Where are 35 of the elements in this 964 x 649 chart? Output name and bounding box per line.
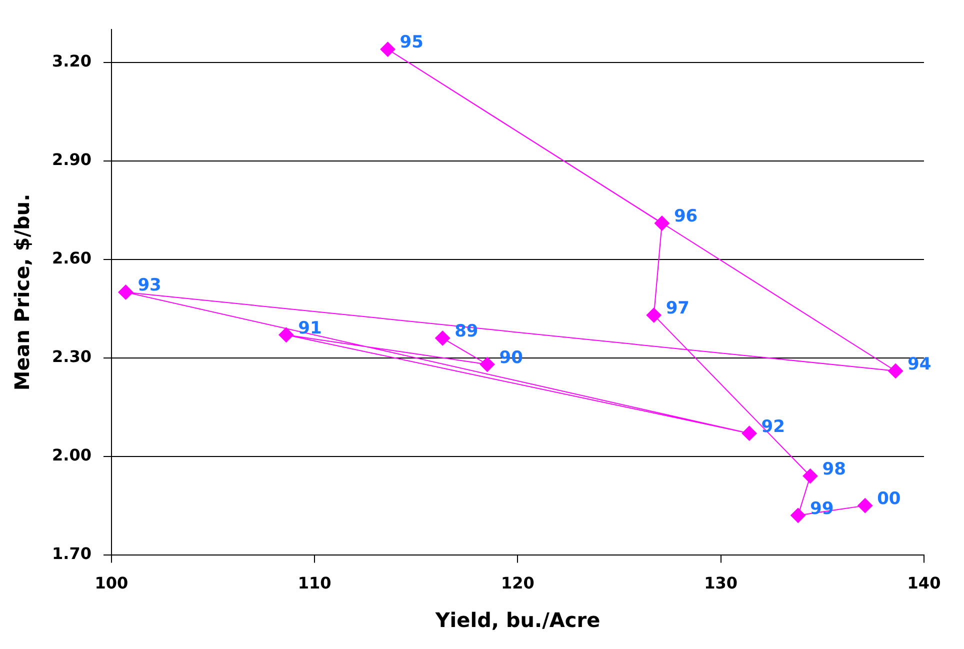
- point: [742, 426, 757, 441]
- x-tick-label: 140: [907, 574, 941, 593]
- y-axis-title: Mean Price, $/bu.: [10, 194, 34, 391]
- y-tick-label: 2.60: [52, 248, 92, 268]
- y-tick-label: 1.70: [52, 544, 92, 563]
- point: [480, 356, 495, 372]
- point: [654, 216, 670, 231]
- x-tick-label: 100: [94, 574, 128, 593]
- point: [888, 363, 904, 378]
- annotation: 95: [400, 32, 424, 53]
- annotation: 00: [877, 488, 901, 509]
- y-tick-label: 2.90: [52, 150, 92, 170]
- point: [278, 327, 294, 342]
- point: [435, 330, 450, 346]
- annotation: 93: [138, 276, 162, 296]
- annotation: 89: [454, 322, 478, 342]
- point: [646, 308, 662, 323]
- annotation: 96: [674, 206, 698, 227]
- annotation: 91: [298, 318, 322, 338]
- point: [118, 284, 134, 300]
- point: [380, 42, 396, 57]
- x-tick-label: 120: [501, 574, 534, 593]
- y-tick-label: 2.00: [52, 445, 92, 464]
- point: [858, 498, 873, 514]
- point: [790, 508, 806, 523]
- x-axis-title: Yield, bu./Acre: [434, 608, 600, 632]
- annotation: 92: [761, 416, 785, 437]
- annotation: 97: [666, 298, 690, 319]
- x-tick-label: 130: [704, 574, 738, 593]
- y-tick-label: 3.20: [52, 52, 92, 71]
- annotation: 94: [908, 354, 932, 374]
- x-tick-label: 110: [298, 574, 332, 593]
- y-tick-label: 2.30: [52, 347, 92, 366]
- annotation: 98: [822, 459, 846, 480]
- point: [802, 468, 818, 484]
